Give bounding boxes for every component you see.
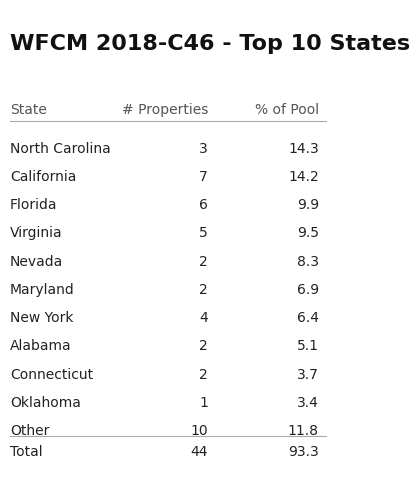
Text: Total: Total: [10, 445, 43, 459]
Text: Oklahoma: Oklahoma: [10, 396, 81, 410]
Text: 93.3: 93.3: [288, 445, 319, 459]
Text: 2: 2: [200, 339, 208, 353]
Text: Maryland: Maryland: [10, 283, 75, 297]
Text: 9.5: 9.5: [297, 226, 319, 240]
Text: Other: Other: [10, 424, 50, 438]
Text: # Properties: # Properties: [122, 103, 208, 117]
Text: 9.9: 9.9: [297, 198, 319, 212]
Text: Connecticut: Connecticut: [10, 368, 93, 381]
Text: 6.9: 6.9: [297, 283, 319, 297]
Text: 5: 5: [200, 226, 208, 240]
Text: 3.4: 3.4: [297, 396, 319, 410]
Text: Virginia: Virginia: [10, 226, 63, 240]
Text: 11.8: 11.8: [288, 424, 319, 438]
Text: 5.1: 5.1: [297, 339, 319, 353]
Text: 3: 3: [200, 142, 208, 155]
Text: Alabama: Alabama: [10, 339, 72, 353]
Text: North Carolina: North Carolina: [10, 142, 111, 155]
Text: 7: 7: [200, 170, 208, 184]
Text: California: California: [10, 170, 76, 184]
Text: % of Pool: % of Pool: [255, 103, 319, 117]
Text: 10: 10: [190, 424, 208, 438]
Text: New York: New York: [10, 311, 74, 325]
Text: WFCM 2018-C46 - Top 10 States: WFCM 2018-C46 - Top 10 States: [10, 34, 410, 54]
Text: 14.3: 14.3: [288, 142, 319, 155]
Text: Florida: Florida: [10, 198, 58, 212]
Text: 1: 1: [199, 396, 208, 410]
Text: 2: 2: [200, 283, 208, 297]
Text: 3.7: 3.7: [297, 368, 319, 381]
Text: 2: 2: [200, 368, 208, 381]
Text: 8.3: 8.3: [297, 255, 319, 268]
Text: 2: 2: [200, 255, 208, 268]
Text: Nevada: Nevada: [10, 255, 63, 268]
Text: 4: 4: [200, 311, 208, 325]
Text: 6.4: 6.4: [297, 311, 319, 325]
Text: 14.2: 14.2: [288, 170, 319, 184]
Text: 6: 6: [199, 198, 208, 212]
Text: State: State: [10, 103, 47, 117]
Text: 44: 44: [191, 445, 208, 459]
